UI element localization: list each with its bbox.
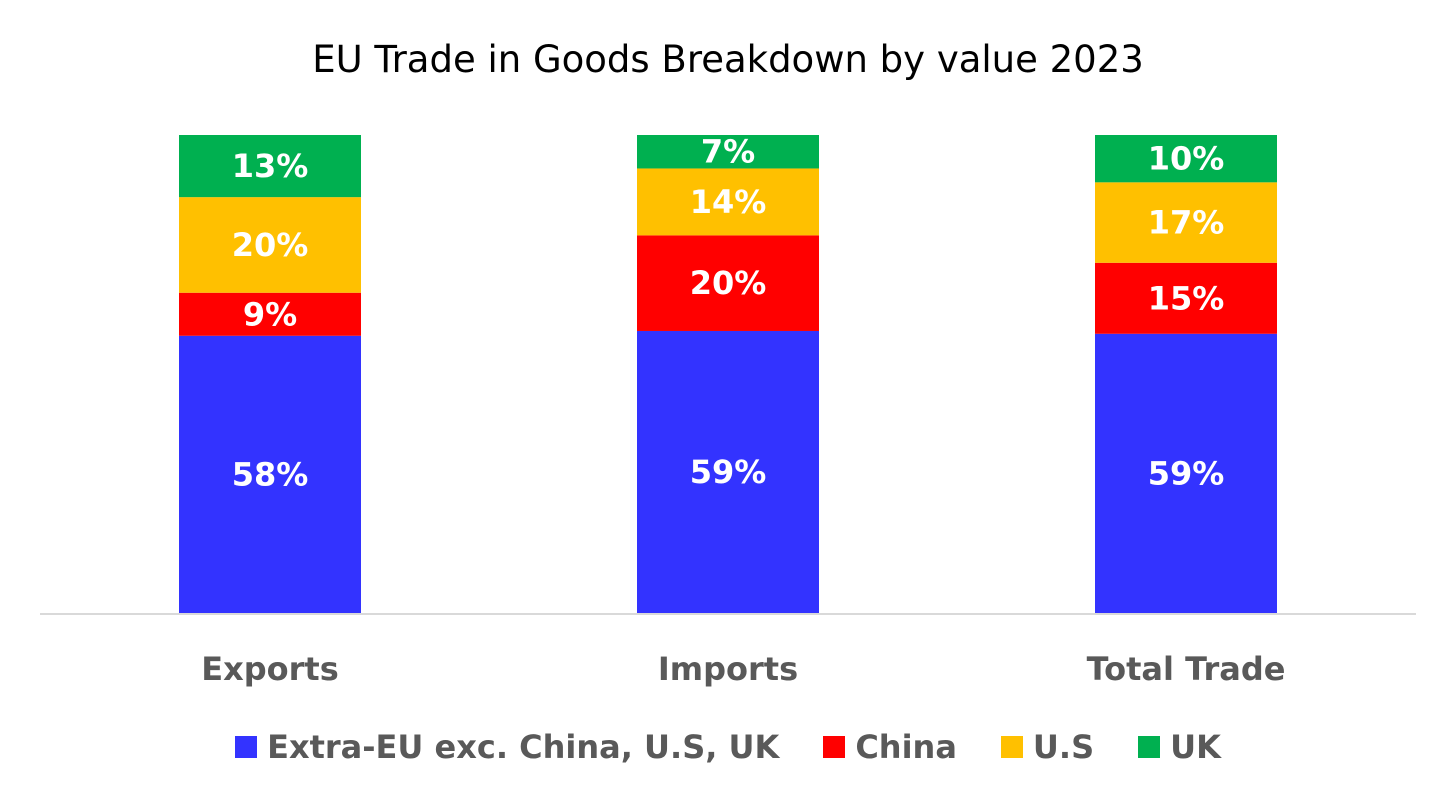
bar-segment-exports-3 [179,135,361,198]
bar-segment-imports-2 [637,168,819,236]
data-label: 13% [232,147,309,185]
legend-item: UK [1138,728,1221,766]
x-tick-label: Exports [201,650,339,688]
data-label: 59% [1148,454,1225,492]
legend-label: U.S [1032,728,1095,766]
data-label: 59% [690,453,767,491]
bar-segment-imports-0 [637,330,819,613]
legend-item: U.S [1000,728,1095,766]
legend-label: UK [1170,728,1221,766]
data-label: 15% [1148,279,1225,317]
x-tick-label: Total Trade [1087,650,1286,688]
data-label: 14% [690,183,767,221]
bar-segment-exports-1 [179,292,361,336]
x-tick-label: Imports [658,650,798,688]
data-label: 17% [1148,204,1225,242]
legend-item: China [823,728,957,766]
bar-segment-total-trade-3 [1095,135,1277,183]
data-label: 20% [690,264,767,302]
legend: Extra-EU exc. China, U.S, UK China U.S UK [0,728,1456,766]
legend-swatch [1138,736,1161,758]
legend-swatch [1000,736,1023,758]
legend-swatch [823,736,846,758]
data-label: 9% [243,295,297,333]
legend-item: Extra-EU exc. China, U.S, UK [235,728,779,766]
bar-segment-total-trade-0 [1095,333,1277,613]
bar-segment-exports-0 [179,335,361,613]
bar-segment-total-trade-2 [1095,182,1277,263]
data-label: 58% [232,455,309,493]
data-label: 10% [1148,140,1225,178]
chart-title: EU Trade in Goods Breakdown by value 202… [312,38,1144,81]
legend-swatch [235,736,258,758]
legend-label: Extra-EU exc. China, U.S, UK [267,728,780,766]
legend-label: China [855,728,957,766]
bar-segment-total-trade-1 [1095,262,1277,334]
data-label: 7% [701,133,755,171]
data-label: 20% [232,226,309,264]
bar-segment-imports-3 [637,135,819,169]
bar-segment-exports-2 [179,197,361,293]
bar-segment-imports-1 [637,235,819,331]
